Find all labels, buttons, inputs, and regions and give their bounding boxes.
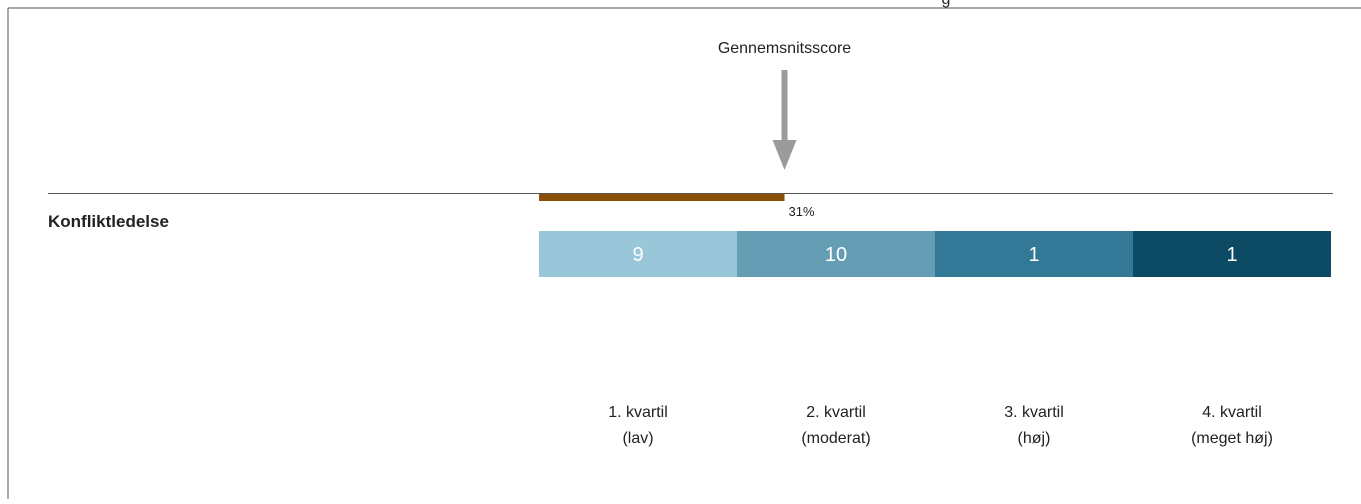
quartile-count: 1 [1226, 244, 1237, 266]
quartile-label: (meget høj) [1191, 430, 1273, 447]
marker-label: Gennemsnitsscore [718, 40, 851, 57]
marker-arrow-shaft [781, 70, 788, 142]
quartile-label: 1. kvartil [608, 404, 668, 421]
quartile-segment [737, 231, 935, 277]
quartile-count: 9 [632, 244, 643, 266]
quartile-segment [935, 231, 1133, 277]
quartile-count: 1 [1028, 244, 1039, 266]
quartile-label: 3. kvartil [1004, 404, 1064, 421]
row-label: Konfliktledelse [48, 212, 169, 231]
quartile-label: 2. kvartil [806, 404, 866, 421]
marker-arrow-head [772, 140, 797, 170]
quartile-count: 10 [825, 244, 847, 266]
score-bar [539, 194, 785, 201]
quartile-label: (moderat) [801, 430, 870, 447]
quartile-segment [539, 231, 737, 277]
quartile-segment [1133, 231, 1331, 277]
header-fragment: g [942, 0, 951, 8]
quartile-label: 4. kvartil [1202, 404, 1262, 421]
quartile-label: (lav) [622, 430, 653, 447]
quartile-label: (høj) [1018, 430, 1051, 447]
score-label: 31% [789, 204, 815, 219]
